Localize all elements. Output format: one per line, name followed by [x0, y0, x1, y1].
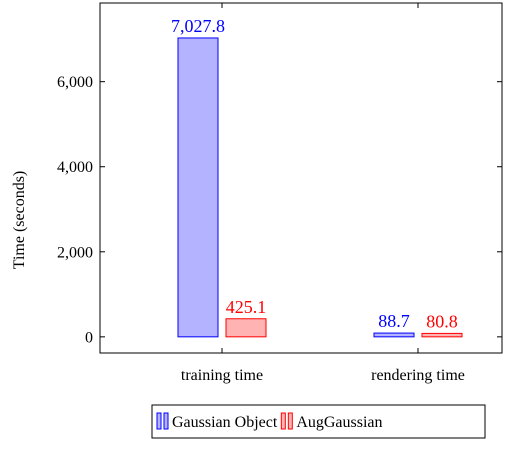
bar-gaussian-object: [373, 332, 415, 338]
legend-swatch: [163, 412, 169, 430]
data-labels-layer: 7,027.8 88.7 425.1 80.8: [171, 16, 458, 331]
x-tick-label: training time: [181, 367, 263, 384]
y-tick-label: 0: [85, 329, 93, 346]
legend-box: [151, 404, 486, 439]
bar-gaussian-object: [177, 37, 219, 338]
bar-auggaussian: [225, 318, 267, 338]
y-tick-label: 6,000: [57, 74, 93, 91]
legend-swatch: [287, 412, 293, 430]
bar-value-label: 425.1: [226, 297, 267, 317]
legend-label: Gaussian Object: [172, 414, 278, 431]
bar-value-label: 7,027.8: [171, 16, 225, 36]
y-axis-label: Time (seconds): [11, 171, 28, 270]
plot-frame: [99, 2, 503, 354]
axes-layer: 0 2,000 4,000 6,000 training time rendering t…: [57, 2, 503, 384]
bar-auggaussian: [421, 332, 463, 338]
x-tick-label: rendering time: [371, 367, 465, 384]
legend-label: AugGaussian: [296, 414, 382, 431]
y-tick-label: 4,000: [57, 159, 93, 176]
y-tick-label: 2,000: [57, 244, 93, 261]
legend-swatch: [280, 412, 286, 430]
bars-layer: [177, 37, 463, 338]
legend-swatch: [156, 412, 162, 430]
bar-value-label: 88.7: [378, 311, 410, 331]
legend: Gaussian Object AugGaussian: [151, 404, 486, 439]
bar-value-label: 80.8: [426, 311, 458, 331]
